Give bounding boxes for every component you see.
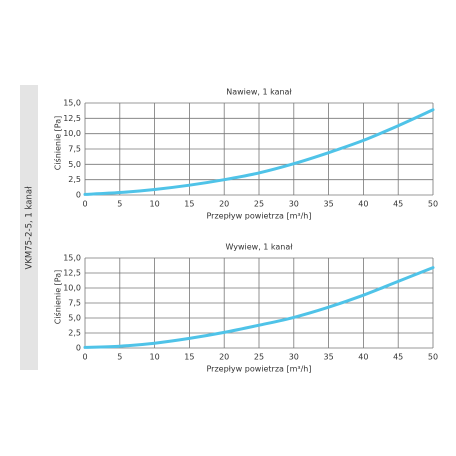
y-tick-label: 10,0 [63, 129, 81, 138]
x-tick-label: 10 [150, 200, 160, 209]
x-tick-label: 20 [219, 353, 229, 362]
y-axis-label: Ciśnienie [Pa] [53, 116, 63, 171]
x-tick-label: 0 [82, 200, 87, 209]
y-tick-label: 5,0 [68, 160, 81, 169]
x-tick-label: 0 [82, 353, 87, 362]
x-tick-label: 45 [393, 200, 403, 209]
y-tick-label: 0 [76, 191, 81, 200]
chart-title: Wywiew, 1 kanał [225, 243, 293, 252]
y-tick-label: 15,0 [63, 99, 81, 108]
y-tick-label: 7,5 [68, 299, 81, 308]
x-tick-label: 25 [254, 353, 264, 362]
x-tick-label: 25 [254, 200, 264, 209]
y-tick-label: 2,5 [68, 175, 81, 184]
x-tick-label: 15 [184, 200, 194, 209]
series-line [83, 266, 435, 349]
x-tick-label: 30 [289, 200, 299, 209]
series-line [83, 108, 435, 196]
y-tick-label: 0 [76, 344, 81, 353]
y-tick-label: 12,5 [63, 269, 81, 278]
y-tick-label: 2,5 [68, 329, 81, 338]
x-tick-label: 45 [393, 353, 403, 362]
side-band [20, 85, 38, 370]
x-axis-label: Przepływ powietrza [m³/h] [206, 212, 311, 221]
side-label: VKM75-2-5, 1 kanał [25, 186, 35, 270]
x-tick-label: 30 [289, 353, 299, 362]
y-tick-label: 12,5 [63, 114, 81, 123]
y-tick-label: 7,5 [68, 145, 81, 154]
x-tick-label: 35 [324, 200, 334, 209]
y-tick-label: 5,0 [68, 314, 81, 323]
y-tick-label: 15,0 [63, 254, 81, 263]
x-tick-label: 50 [428, 200, 438, 209]
x-tick-label: 5 [117, 353, 122, 362]
x-tick-label: 40 [358, 353, 368, 362]
x-axis-label: Przepływ powietrza [m³/h] [206, 365, 311, 374]
x-tick-label: 10 [150, 353, 160, 362]
x-tick-label: 35 [324, 353, 334, 362]
y-axis-label: Ciśnienie [Pa] [53, 270, 63, 325]
chart-title: Nawiew, 1 kanał [226, 88, 292, 97]
x-tick-label: 50 [428, 353, 438, 362]
x-tick-label: 40 [358, 200, 368, 209]
x-tick-label: 20 [219, 200, 229, 209]
y-tick-label: 10,0 [63, 284, 81, 293]
x-tick-label: 5 [117, 200, 122, 209]
x-tick-label: 15 [184, 353, 194, 362]
